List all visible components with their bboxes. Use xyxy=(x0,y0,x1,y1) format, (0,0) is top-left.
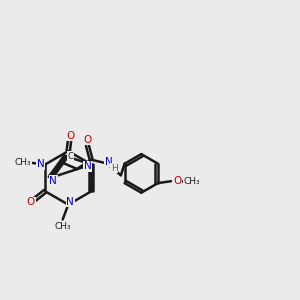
Text: O: O xyxy=(83,135,92,145)
Text: CH₃: CH₃ xyxy=(184,177,200,186)
Text: N: N xyxy=(105,157,112,166)
Text: N: N xyxy=(66,196,74,207)
Text: O: O xyxy=(27,197,35,207)
Text: C: C xyxy=(68,152,74,161)
Text: N: N xyxy=(84,161,92,171)
Text: CH₃: CH₃ xyxy=(14,158,31,167)
Text: O: O xyxy=(66,130,74,140)
Text: CH₃: CH₃ xyxy=(54,222,71,231)
Text: N: N xyxy=(37,160,44,170)
Text: N: N xyxy=(50,176,57,186)
Text: O: O xyxy=(174,176,182,186)
Text: H: H xyxy=(111,164,118,173)
